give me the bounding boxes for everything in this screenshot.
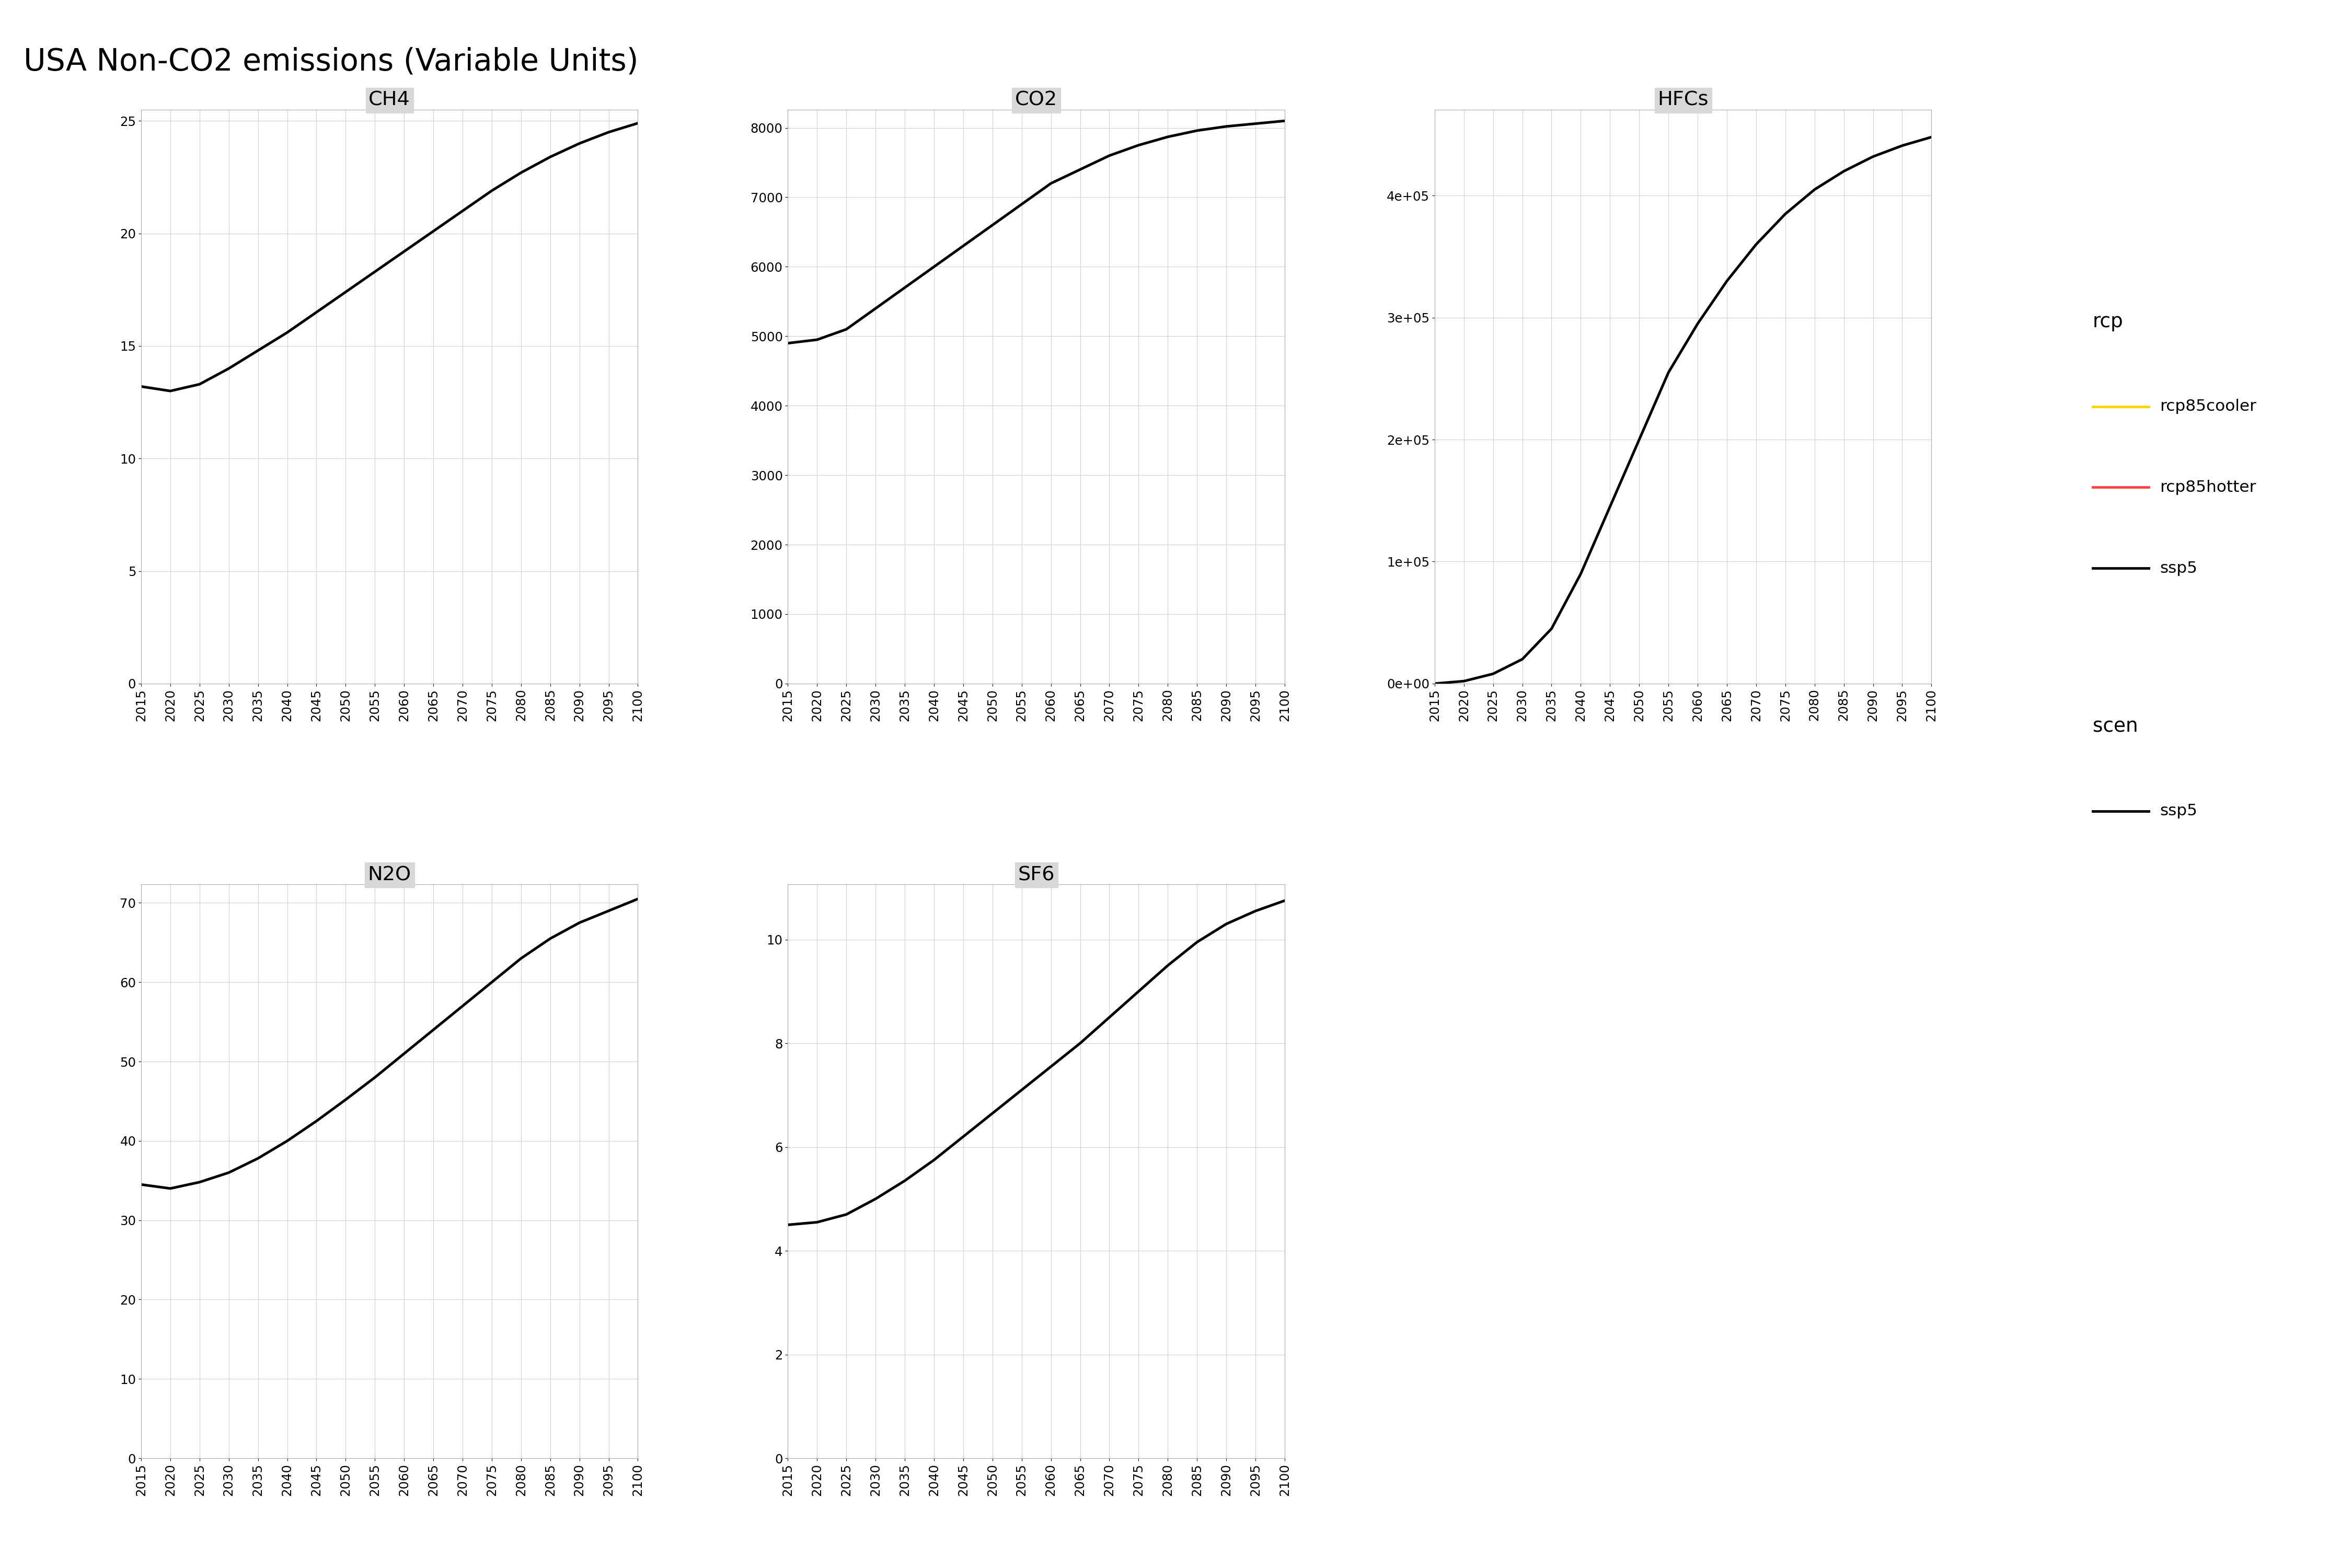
Title: SF6: SF6 — [1018, 866, 1054, 884]
Text: ssp5: ssp5 — [2159, 561, 2197, 575]
Title: CO2: CO2 — [1016, 91, 1058, 110]
Title: HFCs: HFCs — [1658, 91, 1708, 110]
Text: ssp5: ssp5 — [2159, 803, 2197, 818]
Title: CH4: CH4 — [369, 91, 409, 110]
Text: rcp85cooler: rcp85cooler — [2159, 398, 2256, 414]
Title: N2O: N2O — [367, 866, 412, 884]
Text: rcp85hotter: rcp85hotter — [2159, 480, 2256, 495]
Text: scen: scen — [2093, 717, 2138, 735]
Text: USA Non-CO2 emissions (Variable Units): USA Non-CO2 emissions (Variable Units) — [24, 47, 637, 77]
Text: rcp: rcp — [2093, 312, 2124, 331]
